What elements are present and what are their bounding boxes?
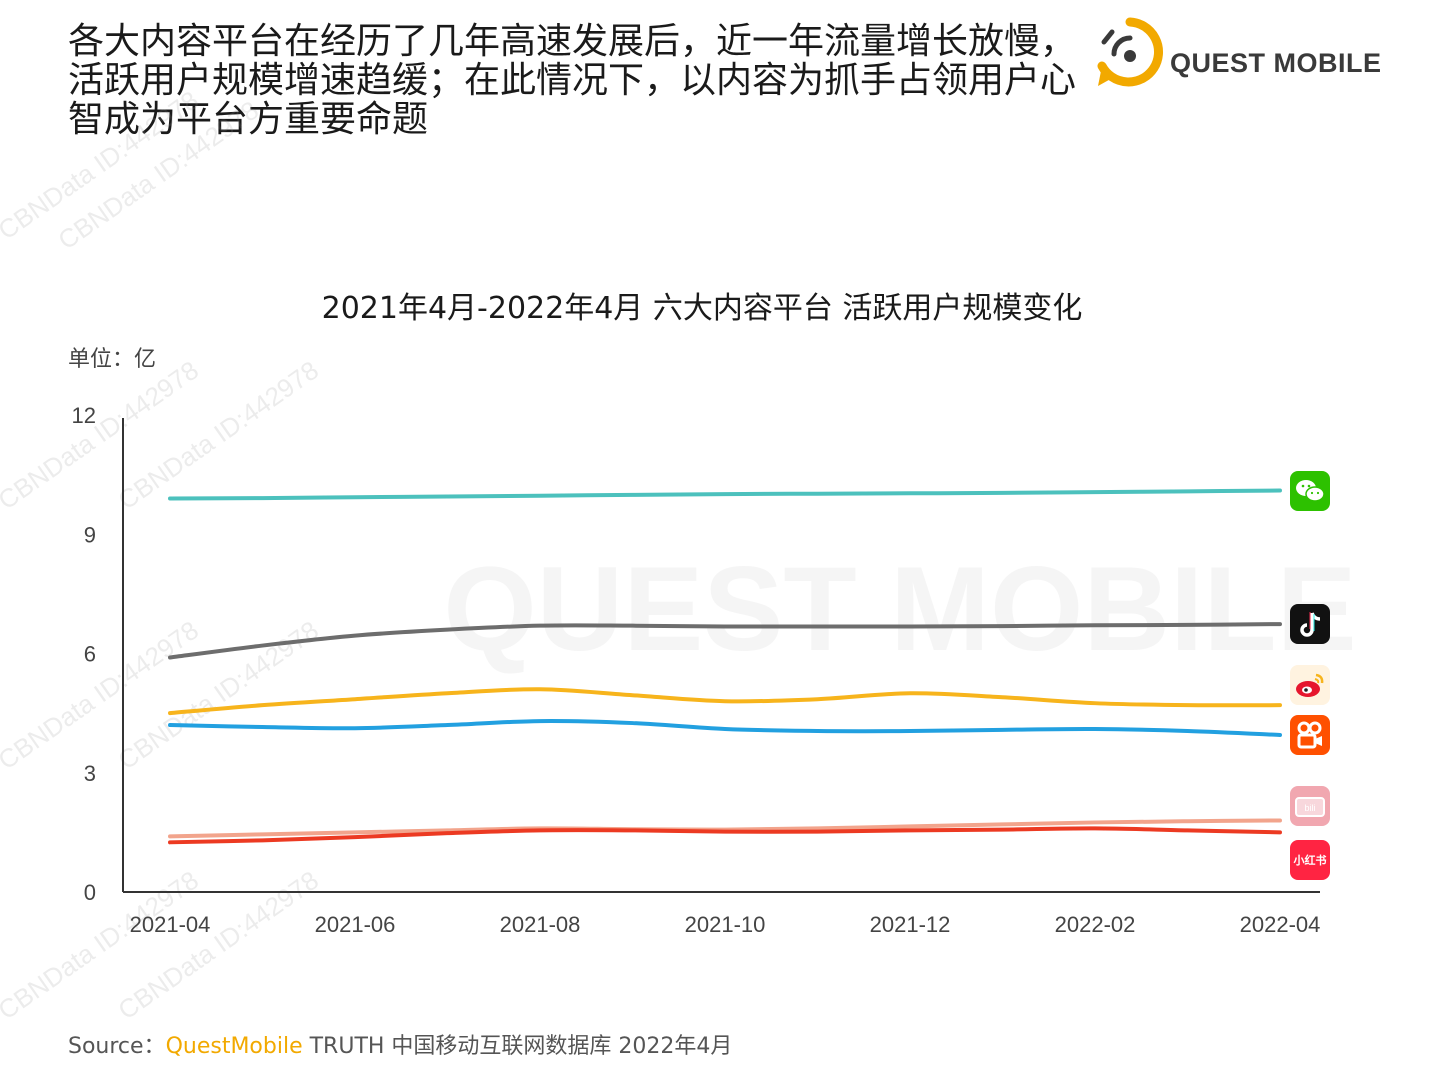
y-ticks: 0 3 6 9 12: [72, 403, 96, 905]
background-watermark: QUEST MOBILE: [443, 542, 1356, 676]
y-tick-label: 12: [72, 403, 96, 428]
x-ticks: 2021-04 2021-06 2021-08 2021-10 2021-12 2022-…: [130, 912, 1321, 937]
xiaohongshu-label: 小红书: [1293, 854, 1327, 868]
series-line-kuaishou: [168, 719, 1282, 737]
quest-mobile-logo: QUEST MOBILE: [1090, 14, 1390, 94]
headline-line-1: 各大内容平台在经历了几年高速发展后，近一年流量增长放慢，: [68, 21, 1077, 62]
series-line-xiaohongshu: [168, 826, 1282, 845]
x-tick-label: 2021-04: [130, 912, 211, 937]
y-tick-label: 3: [84, 761, 96, 786]
x-tick-label: 2021-06: [315, 912, 396, 937]
bilibili-icon: bili: [1290, 786, 1330, 827]
svg-text:bili: bili: [1304, 803, 1315, 813]
wechat-icon: [1290, 470, 1330, 511]
x-tick-label: 2021-10: [685, 912, 766, 937]
source-prefix: Source：: [68, 1034, 166, 1059]
source-rest: TRUTH 中国移动互联网数据库 2022年4月: [302, 1034, 733, 1059]
headline: 各大内容平台在经历了几年高速发展后，近一年流量增长放慢， 活跃用户规模增速趋缓；…: [68, 22, 1088, 139]
series-line-douyin: [168, 622, 1282, 660]
x-tick-label: 2021-12: [870, 912, 951, 937]
y-tick-label: 6: [84, 642, 96, 667]
weibo-icon: [1290, 665, 1330, 706]
quest-mobile-logo-icon: [1097, 17, 1163, 87]
logo-text: QUEST MOBILE: [1170, 48, 1382, 78]
douyin-icon: [1290, 604, 1330, 645]
x-tick-label: 2022-02: [1055, 912, 1136, 937]
y-tick-label: 0: [84, 880, 96, 905]
source-brand: QuestMobile: [165, 1034, 303, 1059]
line-chart: QUEST MOBILE 2021年4月-2022年4月 六大内容平台 活跃用户…: [68, 291, 1357, 937]
series-line-weibo: [168, 687, 1282, 716]
source-note: Source：QuestMobile TRUTH 中国移动互联网数据库 2022…: [68, 1028, 732, 1060]
xiaohongshu-icon: 小红书: [1290, 840, 1330, 881]
x-tick-label: 2021-08: [500, 912, 581, 937]
headline-line-2: 活跃用户规模增速趋缓；在此情况下，以内容为抓手占领用户心: [68, 60, 1077, 101]
series-line-wechat: [168, 488, 1282, 501]
kuaishou-icon: [1290, 714, 1330, 755]
chart-title: 2021年4月-2022年4月 六大内容平台 活跃用户规模变化: [322, 291, 1083, 326]
x-tick-label: 2022-04: [1240, 912, 1321, 937]
headline-line-3: 智成为平台方重要命题: [68, 99, 429, 140]
y-tick-label: 9: [84, 522, 96, 547]
series-lines: [168, 488, 1282, 845]
unit-label: 单位：亿: [68, 347, 156, 372]
